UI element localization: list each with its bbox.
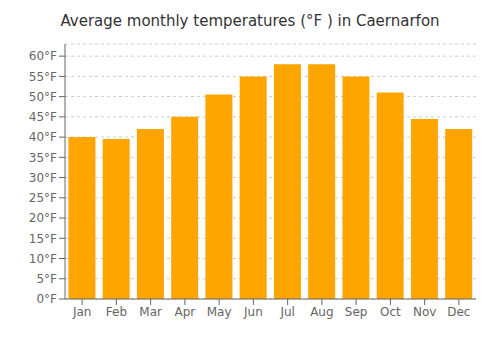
svg-text:10°F: 10°F bbox=[29, 252, 57, 266]
svg-text:Jan: Jan bbox=[72, 305, 92, 319]
svg-text:5°F: 5°F bbox=[36, 272, 57, 286]
svg-text:50°F: 50°F bbox=[29, 90, 57, 104]
svg-text:25°F: 25°F bbox=[29, 191, 57, 205]
svg-text:Jun: Jun bbox=[243, 305, 263, 319]
svg-text:40°F: 40°F bbox=[29, 130, 57, 144]
svg-text:15°F: 15°F bbox=[29, 232, 57, 246]
svg-text:Sep: Sep bbox=[345, 305, 368, 319]
svg-text:60°F: 60°F bbox=[29, 49, 57, 63]
svg-text:55°F: 55°F bbox=[29, 70, 57, 84]
svg-text:Feb: Feb bbox=[106, 305, 127, 319]
svg-text:Nov: Nov bbox=[413, 305, 436, 319]
svg-text:Dec: Dec bbox=[447, 305, 470, 319]
svg-text:35°F: 35°F bbox=[29, 151, 57, 165]
svg-text:30°F: 30°F bbox=[29, 171, 57, 185]
svg-text:45°F: 45°F bbox=[29, 110, 57, 124]
svg-text:Jul: Jul bbox=[279, 305, 294, 319]
svg-text:Apr: Apr bbox=[174, 305, 195, 319]
svg-text:Mar: Mar bbox=[139, 305, 162, 319]
svg-text:Aug: Aug bbox=[310, 305, 333, 319]
svg-text:Oct: Oct bbox=[380, 305, 401, 319]
svg-text:20°F: 20°F bbox=[29, 211, 57, 225]
svg-text:0°F: 0°F bbox=[36, 292, 57, 306]
html-text:Average monthly temperatures (: Average monthly temperatures (°F ) in Ca… bbox=[60, 12, 440, 30]
svg-text:May: May bbox=[207, 305, 232, 319]
